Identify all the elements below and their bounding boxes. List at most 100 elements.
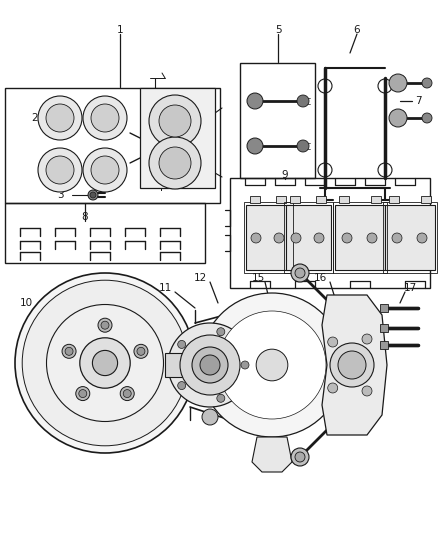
Circle shape bbox=[297, 95, 309, 107]
Bar bbox=[244, 202, 293, 273]
Bar bbox=[240, 63, 315, 178]
Circle shape bbox=[389, 74, 407, 92]
Circle shape bbox=[92, 350, 117, 376]
Text: 4: 4 bbox=[157, 183, 163, 193]
Bar bbox=[250, 196, 260, 203]
Circle shape bbox=[90, 192, 96, 198]
Circle shape bbox=[91, 104, 119, 132]
Text: 6: 6 bbox=[354, 25, 360, 35]
Circle shape bbox=[79, 390, 87, 398]
Circle shape bbox=[123, 390, 131, 398]
Text: 7: 7 bbox=[415, 96, 421, 106]
Bar bbox=[371, 196, 381, 203]
Bar bbox=[380, 304, 388, 312]
Bar bbox=[385, 205, 435, 270]
Bar bbox=[246, 205, 291, 270]
Circle shape bbox=[218, 311, 326, 419]
Circle shape bbox=[178, 382, 186, 390]
Circle shape bbox=[251, 233, 261, 243]
Bar bbox=[333, 202, 387, 273]
Circle shape bbox=[38, 96, 82, 140]
Circle shape bbox=[168, 323, 252, 407]
Circle shape bbox=[88, 190, 98, 200]
Circle shape bbox=[202, 409, 218, 425]
Circle shape bbox=[241, 361, 249, 369]
Circle shape bbox=[83, 96, 127, 140]
Circle shape bbox=[98, 318, 112, 332]
Circle shape bbox=[422, 113, 432, 123]
Circle shape bbox=[295, 452, 305, 462]
Circle shape bbox=[338, 351, 366, 379]
Bar bbox=[284, 202, 333, 273]
Bar bbox=[383, 202, 437, 273]
Text: 3: 3 bbox=[57, 190, 64, 200]
Circle shape bbox=[217, 394, 225, 402]
Circle shape bbox=[80, 338, 130, 388]
Bar bbox=[276, 196, 286, 203]
Circle shape bbox=[256, 349, 288, 381]
Circle shape bbox=[15, 273, 195, 453]
Circle shape bbox=[137, 348, 145, 356]
Circle shape bbox=[76, 386, 90, 401]
Circle shape bbox=[46, 304, 163, 422]
Circle shape bbox=[149, 95, 201, 147]
Bar bbox=[335, 205, 385, 270]
Circle shape bbox=[120, 386, 134, 401]
Bar bbox=[339, 196, 349, 203]
Bar bbox=[421, 196, 431, 203]
Bar bbox=[140, 88, 215, 188]
Circle shape bbox=[178, 341, 186, 349]
Text: 5: 5 bbox=[275, 25, 281, 35]
Circle shape bbox=[392, 233, 402, 243]
Circle shape bbox=[46, 104, 74, 132]
Polygon shape bbox=[252, 437, 292, 472]
Circle shape bbox=[328, 383, 338, 393]
Bar bbox=[316, 196, 326, 203]
Circle shape bbox=[328, 337, 338, 347]
Circle shape bbox=[217, 328, 225, 336]
Text: 9: 9 bbox=[282, 170, 288, 180]
Circle shape bbox=[22, 280, 188, 446]
Circle shape bbox=[65, 348, 73, 356]
Text: 10: 10 bbox=[19, 298, 32, 308]
Bar bbox=[380, 341, 388, 349]
Circle shape bbox=[367, 233, 377, 243]
Circle shape bbox=[389, 109, 407, 127]
Circle shape bbox=[38, 148, 82, 192]
Circle shape bbox=[291, 233, 301, 243]
Circle shape bbox=[417, 233, 427, 243]
Circle shape bbox=[330, 343, 374, 387]
Polygon shape bbox=[322, 295, 387, 435]
Circle shape bbox=[247, 93, 263, 109]
Circle shape bbox=[342, 233, 352, 243]
Bar bbox=[380, 324, 388, 332]
Circle shape bbox=[295, 268, 305, 278]
Circle shape bbox=[291, 448, 309, 466]
Text: 11: 11 bbox=[159, 283, 172, 293]
Text: 17: 17 bbox=[403, 283, 417, 293]
Circle shape bbox=[274, 233, 284, 243]
Circle shape bbox=[200, 293, 344, 437]
Circle shape bbox=[46, 156, 74, 184]
Text: 1: 1 bbox=[117, 25, 124, 35]
Circle shape bbox=[422, 78, 432, 88]
Circle shape bbox=[83, 148, 127, 192]
Circle shape bbox=[180, 335, 240, 395]
Circle shape bbox=[149, 137, 201, 189]
Circle shape bbox=[291, 264, 309, 282]
Circle shape bbox=[200, 355, 220, 375]
Circle shape bbox=[159, 105, 191, 137]
Bar bbox=[165, 353, 210, 377]
Circle shape bbox=[362, 386, 372, 396]
Circle shape bbox=[192, 347, 228, 383]
Circle shape bbox=[362, 334, 372, 344]
Circle shape bbox=[159, 147, 191, 179]
Bar bbox=[389, 196, 399, 203]
Bar bbox=[5, 88, 220, 203]
Circle shape bbox=[247, 138, 263, 154]
Circle shape bbox=[134, 344, 148, 358]
Circle shape bbox=[314, 233, 324, 243]
Text: 16: 16 bbox=[313, 273, 327, 283]
Circle shape bbox=[101, 321, 109, 329]
Text: 2: 2 bbox=[32, 113, 38, 123]
